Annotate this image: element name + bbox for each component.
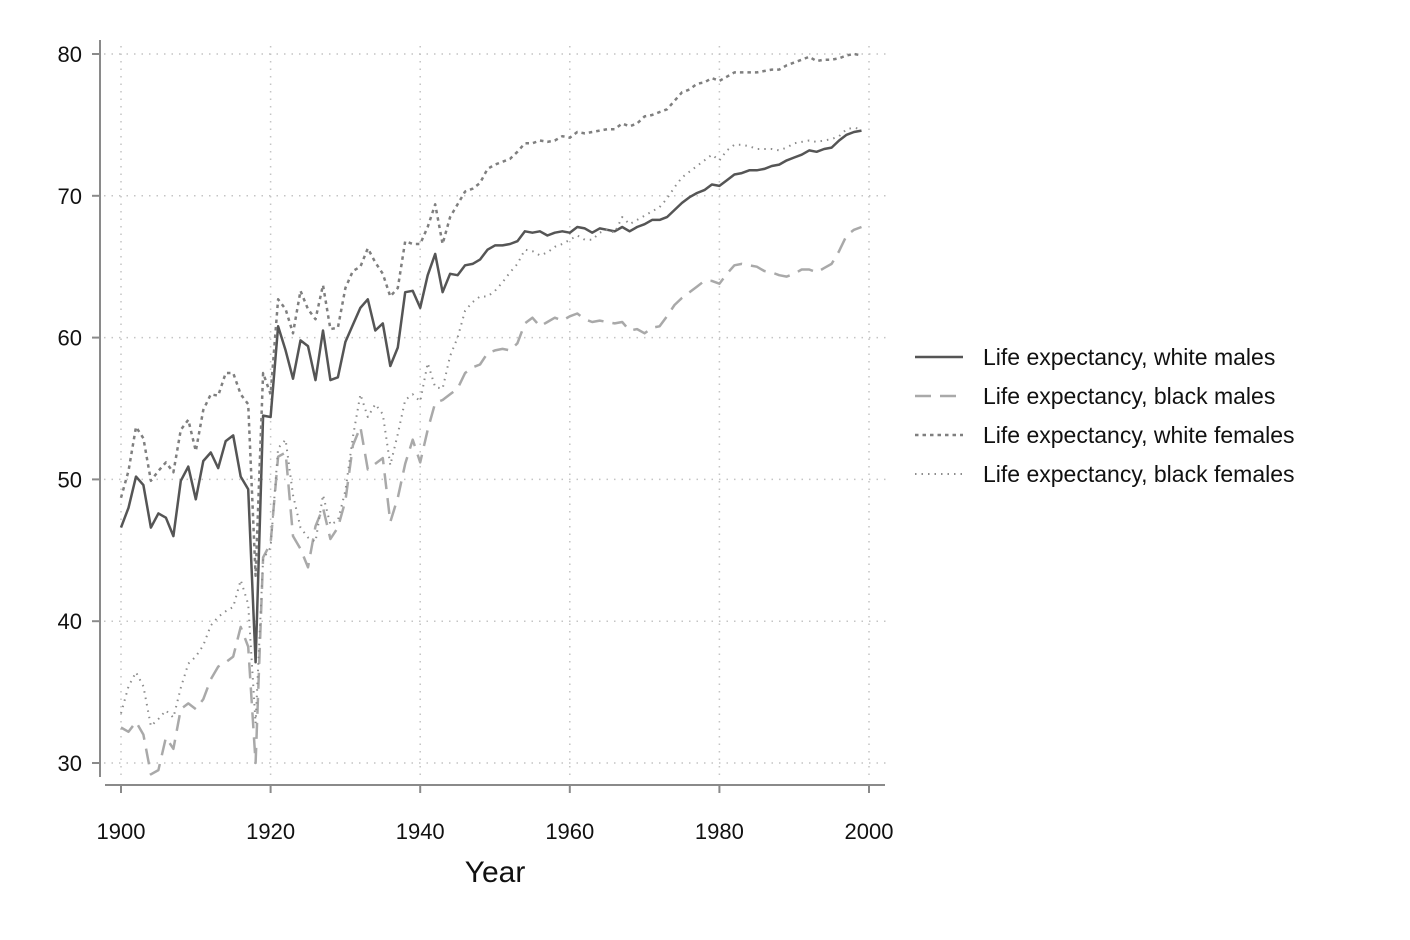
x-tick-label: 1960 xyxy=(545,819,594,844)
y-tick-label: 70 xyxy=(58,184,82,209)
axis-ticks: 30 40 50 60 70 80 1900 1920 1940 1960 1980 2000 xyxy=(58,42,894,844)
grid xyxy=(104,46,886,781)
y-tick-label: 60 xyxy=(58,326,82,351)
x-tick-label: 1980 xyxy=(695,819,744,844)
legend-label-3: Life expectancy, white females xyxy=(983,422,1295,448)
x-tick-label: 1920 xyxy=(246,819,295,844)
series-line-1 xyxy=(119,129,862,664)
x-tick-label: 2000 xyxy=(845,819,894,844)
y-tick-label: 80 xyxy=(58,42,82,67)
y-tick-label: 30 xyxy=(58,751,82,776)
x-tick-label: 1900 xyxy=(97,819,146,844)
legend: Life expectancy, white males Life expecta… xyxy=(915,344,1295,487)
series-lines xyxy=(119,52,862,776)
x-tick-label: 1940 xyxy=(396,819,445,844)
legend-label-4: Life expectancy, black females xyxy=(983,461,1295,487)
series-line-2 xyxy=(120,225,862,776)
x-axis-title: Year xyxy=(465,856,526,889)
y-tick-label: 50 xyxy=(58,467,82,492)
legend-label-1: Life expectancy, white males xyxy=(983,344,1275,370)
y-tick-label: 40 xyxy=(58,609,82,634)
series-line-4 xyxy=(120,126,862,728)
legend-label-2: Life expectancy, black males xyxy=(983,383,1275,409)
series-line-3 xyxy=(119,52,862,578)
